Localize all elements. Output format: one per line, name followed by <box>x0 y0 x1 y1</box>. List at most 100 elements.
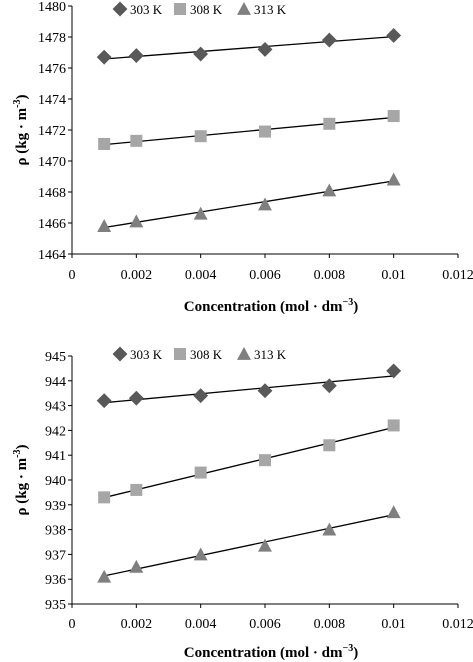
legend-marker <box>112 346 128 362</box>
data-point <box>386 172 401 186</box>
data-point <box>97 219 112 233</box>
data-point <box>98 491 111 504</box>
chart-2: 935 936 937 938 939 940 941 942 943 944 945 0 0.002 0… <box>12 346 473 661</box>
data-point <box>194 466 207 479</box>
legend: 303 K 308 K 313 K <box>112 346 287 362</box>
y-tick-label: 935 <box>45 598 66 613</box>
data-point <box>323 439 336 452</box>
data-point <box>128 390 144 406</box>
legend-label: 308 K <box>190 347 223 362</box>
x-tick-label: 0.008 <box>314 617 346 632</box>
legend: 303 K 308 K 313 K <box>112 1 287 17</box>
data-point <box>259 125 271 138</box>
y-tick-label: 1476 <box>38 62 66 77</box>
data-point <box>257 383 273 399</box>
series-313-k <box>97 172 401 233</box>
data-point <box>129 214 144 228</box>
data-point <box>96 393 112 409</box>
series-308-k <box>98 419 400 504</box>
y-tick-label: 937 <box>45 548 66 563</box>
x-tick-label: 0.006 <box>249 268 281 283</box>
data-point <box>321 378 337 394</box>
data-point <box>193 46 209 62</box>
data-point <box>193 388 209 404</box>
trendline <box>104 35 394 60</box>
series-303-k <box>96 28 402 65</box>
y-tick-label: 1468 <box>38 186 66 201</box>
data-point <box>193 206 208 220</box>
x-tick-label: 0.012 <box>442 268 473 283</box>
x-tick-label: 0.004 <box>185 617 217 632</box>
y-tick-label: 939 <box>45 499 66 514</box>
data-point <box>194 130 207 143</box>
data-point <box>129 559 144 573</box>
data-point <box>386 505 401 519</box>
legend-marker <box>174 348 186 360</box>
data-point <box>387 110 400 123</box>
trendline <box>104 375 394 404</box>
y-tick-label: 938 <box>45 524 66 539</box>
x-tick-label: 0.008 <box>314 268 346 283</box>
chart-1: 1464 1466 1468 1470 1472 1474 1476 1478 1480 0 0.0… <box>12 0 473 315</box>
y-tick-label: 940 <box>45 474 66 489</box>
data-point <box>386 28 402 43</box>
legend-marker <box>237 2 251 15</box>
legend-label: 303 K <box>130 2 163 17</box>
y-axis-title: ρ (kg · m-3) <box>12 95 30 166</box>
x-tick-label: 0.012 <box>442 617 473 632</box>
data-point <box>387 419 400 432</box>
y-axis-title: ρ (kg · m-3) <box>12 445 30 516</box>
x-axis-title: Concentration (mol · dm−3) <box>184 297 358 315</box>
x-tick-label: 0.002 <box>121 617 153 632</box>
data-point <box>130 134 143 147</box>
y-tick-label: 1464 <box>38 248 66 263</box>
data-point <box>128 48 144 64</box>
legend-marker <box>174 3 186 15</box>
x-tick-label: 0.01 <box>381 268 406 283</box>
legend-label: 303 K <box>130 347 163 362</box>
legend-marker <box>237 347 251 360</box>
legend-label: 313 K <box>254 347 287 362</box>
y-tick-label: 1470 <box>38 155 66 170</box>
y-tick-label: 945 <box>45 350 66 365</box>
data-point <box>322 522 337 536</box>
y-tick-label: 1472 <box>38 124 66 139</box>
data-point <box>257 41 273 57</box>
data-point <box>193 547 208 561</box>
series-303-k <box>96 363 402 409</box>
y-tick-label: 943 <box>45 400 66 415</box>
x-tick-label: 0.002 <box>121 268 153 283</box>
data-point <box>323 117 336 130</box>
data-point <box>259 454 271 467</box>
x-tick-label: 0 <box>69 268 76 283</box>
y-tick-label: 1474 <box>38 93 66 108</box>
data-point <box>321 32 337 48</box>
x-axis-title: Concentration (mol · dm−3) <box>184 643 358 661</box>
y-tick-label: 941 <box>45 449 66 464</box>
y-tick-label: 944 <box>45 375 66 390</box>
y-tick-label: 1478 <box>38 31 66 46</box>
trendline <box>104 426 394 499</box>
legend-marker <box>112 1 128 17</box>
data-point <box>258 538 272 552</box>
y-tick-label: 1466 <box>38 217 66 232</box>
data-point <box>258 197 272 211</box>
series-313-k <box>97 505 401 583</box>
x-tick-label: 0.006 <box>249 617 281 632</box>
x-tick-label: 0.01 <box>381 617 406 632</box>
trendline <box>104 514 394 577</box>
legend-label: 308 K <box>190 2 223 17</box>
trendline <box>104 116 394 146</box>
data-point <box>386 363 402 379</box>
data-point <box>130 483 143 496</box>
trendline <box>104 180 394 229</box>
data-point <box>322 183 337 197</box>
x-tick-label: 0.004 <box>185 268 217 283</box>
y-tick-label: 942 <box>45 424 66 439</box>
x-tick-label: 0 <box>69 617 76 632</box>
series-308-k <box>98 110 400 150</box>
legend-label: 313 K <box>254 2 287 17</box>
data-point <box>96 49 112 65</box>
y-tick-label: 1480 <box>38 0 66 15</box>
